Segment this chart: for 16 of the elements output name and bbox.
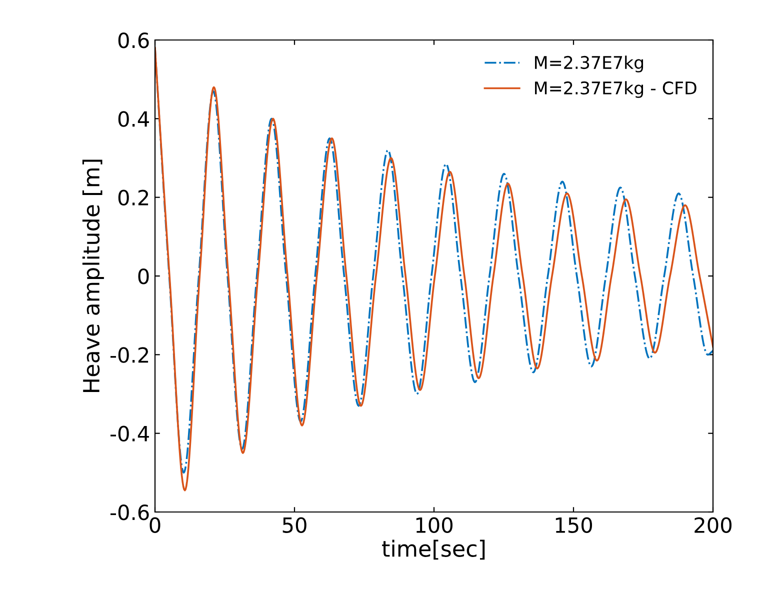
y-tick-label: 0.6 [118, 32, 149, 48]
x-tick-label: 200 [694, 517, 732, 533]
y-tick-label: -0.6 [110, 504, 149, 520]
y-tick-label: -0.4 [110, 426, 149, 442]
x-axis-title: time[sec] [382, 540, 485, 560]
legend-label: M=2.37E7kg - CFD [535, 81, 696, 98]
x-tick-label: 100 [416, 517, 452, 533]
x-tick-label: 150 [556, 517, 592, 533]
x-tick-label: 0 [150, 517, 160, 533]
y-tick-label: 0.4 [118, 111, 149, 127]
y-tick-label: -0.2 [110, 347, 148, 363]
legend-label: M=2.37E7kg [535, 56, 644, 72]
y-axis-title: Heave amplitude [m] [82, 160, 104, 392]
y-tick-label: 0 [138, 268, 149, 284]
x-tick-label: 50 [282, 517, 306, 533]
y-tick-label: 0.2 [118, 190, 148, 206]
